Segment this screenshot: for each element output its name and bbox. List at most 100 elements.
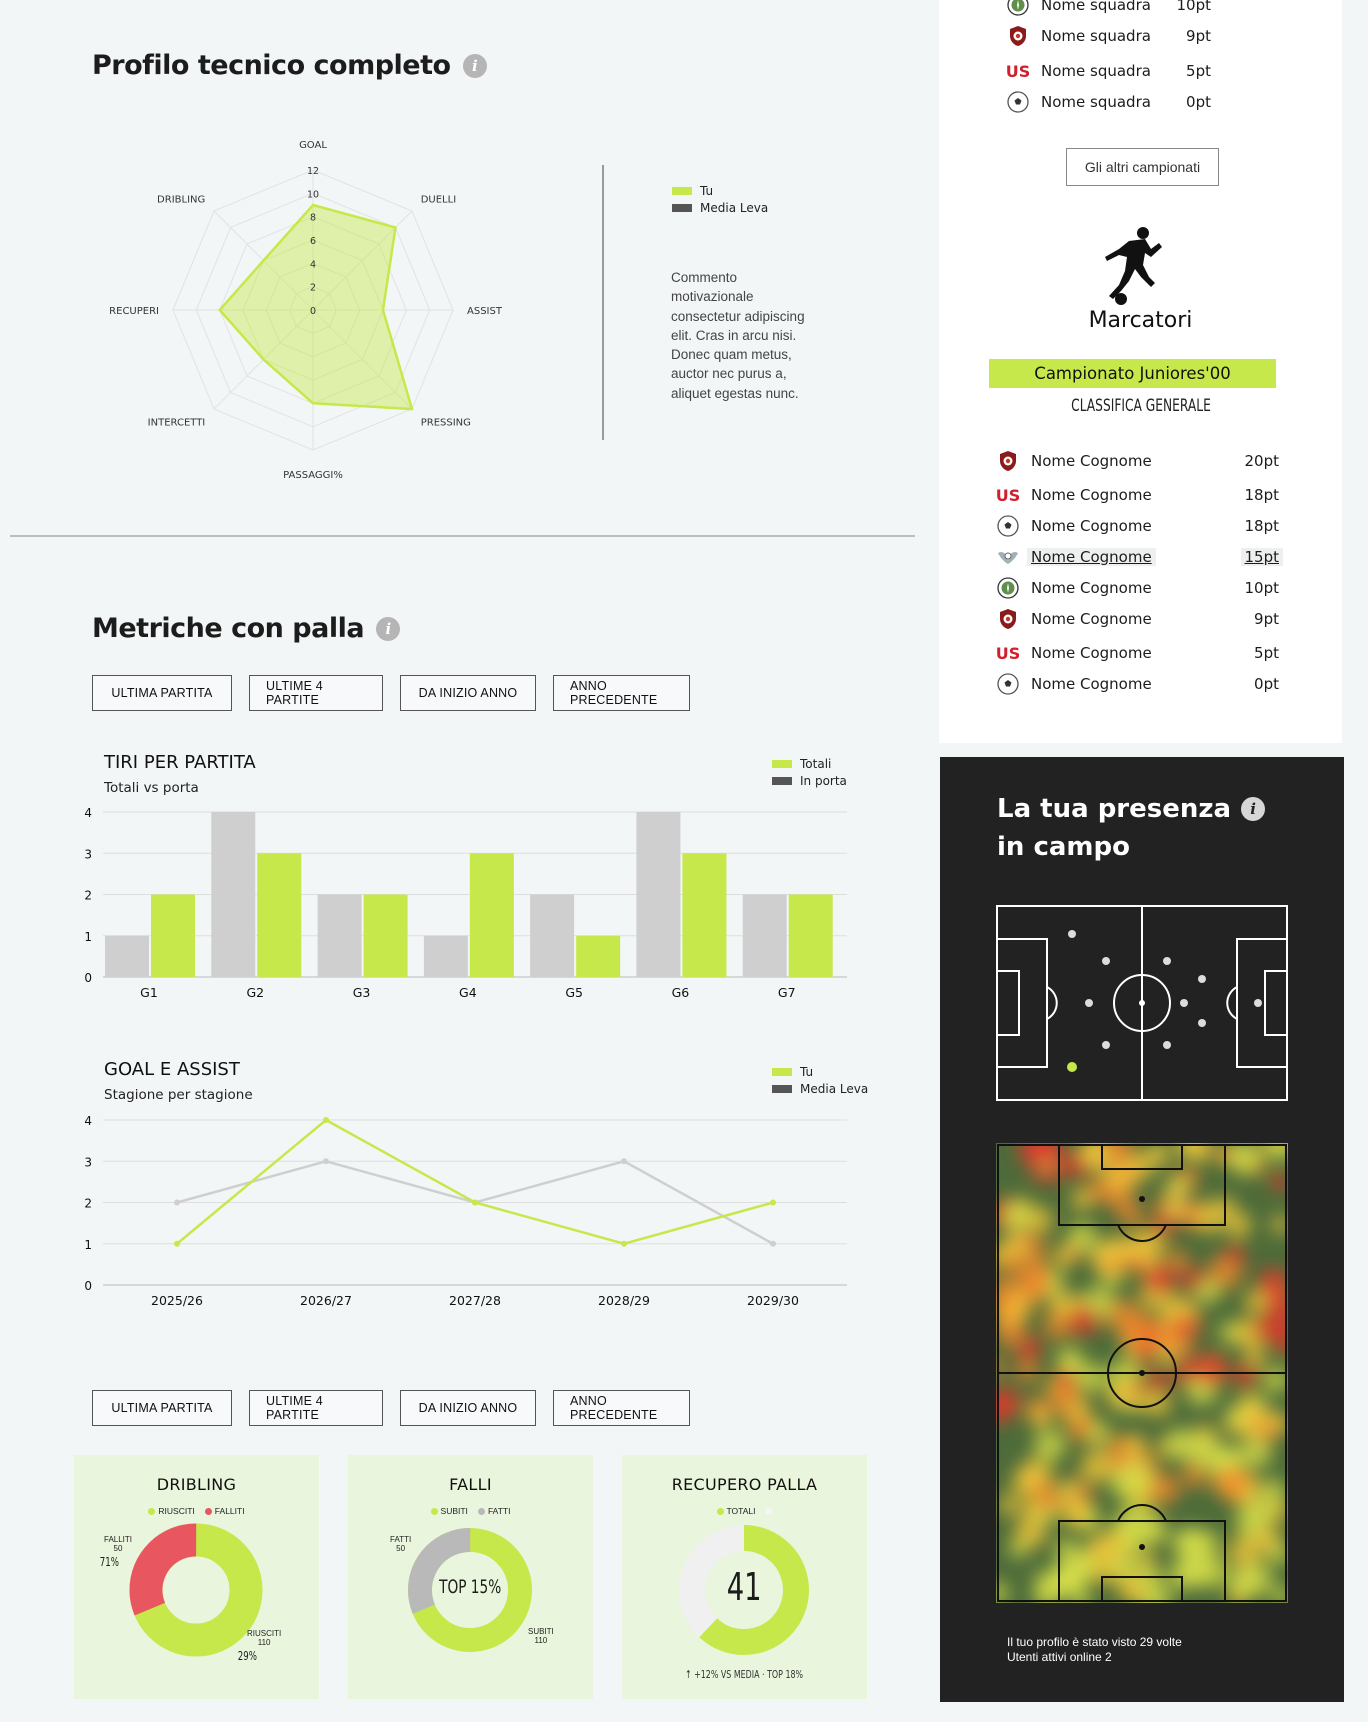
riusciti-pct: 29% xyxy=(237,1649,257,1663)
line-point xyxy=(323,1117,329,1123)
card-legend: TOTALI xyxy=(622,1506,867,1516)
radar-tick-label: 4 xyxy=(310,259,316,270)
filter-previous-year-button[interactable]: ANNO PRECEDENTE xyxy=(553,675,690,711)
radar-axis-label: PASSAGGI% xyxy=(283,470,343,480)
radar-tick-label: 2 xyxy=(310,283,316,294)
y-tick-label: 4 xyxy=(84,806,92,820)
filter-last-match-button[interactable]: ULTIMA PARTITA xyxy=(92,1390,232,1426)
y-tick-label: 1 xyxy=(84,1238,92,1252)
ranking-row[interactable]: Nome Cognome 20pt xyxy=(995,448,1279,474)
info-icon[interactable]: i xyxy=(376,616,401,641)
line-chart: 0 1 2 3 4 2025/26 2026/27 2027/28 2028/29 2029/30 xyxy=(84,1114,847,1308)
ranking-row[interactable]: Nome squadra 9pt xyxy=(1005,23,1211,49)
riusciti-label: RIUSCITI 110 xyxy=(247,1629,282,1647)
y-tick-label: 2 xyxy=(84,1197,92,1211)
ranking-points: 5pt xyxy=(1186,62,1211,80)
ranking-row[interactable]: Nome squadra 0pt xyxy=(1005,89,1211,115)
card-title: DRIBLING xyxy=(156,1475,237,1494)
filter-previous-year-button[interactable]: ANNO PRECEDENTE xyxy=(553,1390,690,1426)
ranking-points: 18pt xyxy=(1244,517,1280,535)
filter-last-match-button[interactable]: ULTIMA PARTITA xyxy=(92,675,232,711)
recupero-card: RECUPERO PALLA TOTALI 41 ↑ +12% VS MEDIA… xyxy=(622,1455,867,1699)
card-legend: SUBITI FATTI xyxy=(348,1506,593,1516)
x-tick-label: G1 xyxy=(140,985,158,1000)
y-tick-label: 3 xyxy=(84,1155,92,1169)
donut-slice-totali xyxy=(679,1525,809,1655)
ball-crest-icon xyxy=(1005,89,1031,115)
formation-pitch xyxy=(996,905,1288,1101)
profile-title: Profilo tecnico completo xyxy=(92,50,451,81)
line-point xyxy=(323,1158,329,1165)
filter-last-4-button[interactable]: ULTIME 4 PARTITE xyxy=(249,675,383,711)
svg-text:US: US xyxy=(996,486,1020,505)
dribling-donut xyxy=(129,1523,263,1657)
ranking-name: Nome squadra xyxy=(1041,93,1151,111)
x-tick-label: 2025/26 xyxy=(151,1293,203,1308)
ranking-name: Nome Cognome xyxy=(1031,644,1152,662)
info-icon[interactable]: i xyxy=(462,53,487,78)
line-series-tu xyxy=(176,1118,774,1246)
ranking-points: 0pt xyxy=(1254,675,1279,693)
x-tick-label: 2028/29 xyxy=(598,1293,650,1308)
wings-crest-icon xyxy=(995,544,1021,570)
line-point xyxy=(174,1240,180,1247)
bar-chart: 0 1 2 3 4 G1 G2 G3 G4 G5 G6 G7 xyxy=(84,806,847,1000)
legend-label: Totali xyxy=(800,756,832,771)
ball-crest-icon xyxy=(995,513,1021,539)
classifica-heading: CLASSIFICA GENERALE xyxy=(1070,396,1211,416)
ranking-row[interactable]: US Nome Cognome 18pt xyxy=(995,482,1279,508)
ranking-name: Nome squadra xyxy=(1041,62,1151,80)
falliti-pct: 71% xyxy=(99,1555,119,1569)
radar-tick-label: 12 xyxy=(307,166,319,177)
y-tick-label: 3 xyxy=(84,847,92,861)
ranking-row[interactable]: US Nome Cognome 5pt xyxy=(995,640,1279,666)
bar-in-porta xyxy=(423,935,468,977)
heatmap xyxy=(996,1143,1288,1603)
card-title: FALLI xyxy=(449,1475,492,1494)
ranking-row[interactable]: Nome Cognome 15pt xyxy=(995,544,1283,570)
radar-axis-label: INTERCETTI xyxy=(148,418,206,429)
bar-in-porta xyxy=(317,894,362,977)
dribling-card: DRIBLING RIUSCITI FALLITI FALLITI 50 71% … xyxy=(74,1455,319,1699)
ranking-points: 10pt xyxy=(1176,0,1212,14)
info-icon[interactable]: i xyxy=(1241,797,1266,821)
x-tick-label: G4 xyxy=(459,985,477,1000)
ranking-row[interactable]: Nome squadra 10pt xyxy=(1005,0,1211,18)
x-tick-label: G5 xyxy=(565,985,583,1000)
ranking-row[interactable]: Nome Cognome 9pt xyxy=(995,606,1279,632)
ranking-points: 0pt xyxy=(1186,93,1211,111)
ball-crest-icon xyxy=(995,671,1021,697)
radar-axis-label: RECUPERI xyxy=(109,306,159,317)
filter-year-start-button[interactable]: DA INIZIO ANNO xyxy=(400,1390,536,1426)
radar-chart: 0 2 4 6 8 10 12 GOAL DUELLI ASSIST PRESSING PASSAGG… xyxy=(109,140,503,480)
filter-last-4-button[interactable]: ULTIME 4 PARTITE xyxy=(249,1390,383,1426)
donut-slice-fatti xyxy=(407,1528,532,1652)
ranking-row[interactable]: Nome Cognome 10pt xyxy=(995,575,1279,601)
ranking-row[interactable]: Nome Cognome 18pt xyxy=(995,513,1279,539)
radar-tick-label: 8 xyxy=(310,213,316,224)
ranking-row[interactable]: Nome Cognome 0pt xyxy=(995,671,1279,697)
x-tick-label: 2026/27 xyxy=(300,1293,352,1308)
bar-in-porta xyxy=(530,894,575,977)
line-point xyxy=(621,1158,627,1165)
ranking-name: Nome Cognome xyxy=(1031,486,1152,504)
motivational-comment: Commento motivazionale consectetur adipi… xyxy=(671,270,805,401)
bar-chart-title: TIRI PER PARTITA xyxy=(104,752,256,773)
legend-label: Media Leva xyxy=(800,1081,869,1096)
legend-label: SUBITI xyxy=(440,1506,468,1516)
red-shield-icon xyxy=(995,606,1021,632)
bar-in-porta xyxy=(742,894,787,977)
y-tick-label: 1 xyxy=(84,930,92,944)
ranking-name: Nome Cognome xyxy=(1027,548,1156,566)
x-tick-label: 2029/30 xyxy=(747,1293,799,1308)
ranking-row[interactable]: US Nome squadra 5pt xyxy=(1005,58,1211,84)
line-point xyxy=(770,1240,776,1247)
filter-year-start-button[interactable]: DA INIZIO ANNO xyxy=(400,675,536,711)
other-championships-button[interactable]: Gli altri campionati xyxy=(1066,148,1219,186)
radar-axis-label: ASSIST xyxy=(467,306,503,317)
ranking-name: Nome squadra xyxy=(1041,0,1151,14)
radar-axis-label: DUELLI xyxy=(421,194,456,205)
radar-series-tu xyxy=(218,203,414,411)
radar-spoke xyxy=(312,309,413,410)
legend-label: Tu xyxy=(700,183,714,198)
